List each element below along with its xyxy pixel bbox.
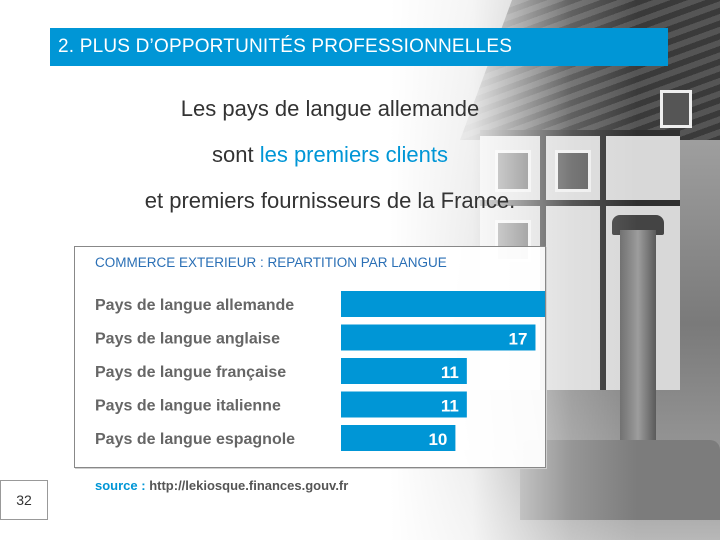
bar-value-label: 11 bbox=[441, 397, 459, 416]
headline-line-2: sont les premiers clients bbox=[0, 142, 690, 168]
bar-value-label: 11 bbox=[441, 363, 459, 382]
category-label: Pays de langue italienne bbox=[95, 398, 281, 415]
headline-line-1: Les pays de langue allemande bbox=[180, 96, 480, 121]
source-key: source : bbox=[95, 478, 146, 493]
category-label: Pays de langue française bbox=[95, 364, 286, 381]
category-label: Pays de langue allemande bbox=[95, 297, 294, 314]
chart-title: COMMERCE EXTERIEUR : REPARTITION PAR LAN… bbox=[95, 255, 447, 270]
bar bbox=[341, 358, 467, 384]
headline-line-3: et premiers fournisseurs de la France. bbox=[144, 188, 516, 213]
bar bbox=[341, 291, 545, 317]
headline-line-2-prefix: sont bbox=[212, 142, 260, 167]
bar bbox=[341, 425, 456, 451]
section-title-bar: 2. PLUS D’OPPORTUNITÉS PROFESSIONNELLES bbox=[50, 28, 668, 66]
bar bbox=[341, 324, 536, 351]
bar-value-label: 10 bbox=[428, 430, 447, 449]
bars-layer: Pays de langue allemande25Pays de langue… bbox=[95, 291, 545, 451]
chart-panel: Pays de langue allemande25Pays de langue… bbox=[74, 246, 546, 468]
category-label: Pays de langue espagnole bbox=[95, 431, 295, 448]
bar-chart: Pays de langue allemande25Pays de langue… bbox=[95, 291, 545, 451]
bar bbox=[341, 391, 467, 418]
section-title: 2. PLUS D’OPPORTUNITÉS PROFESSIONNELLES bbox=[58, 36, 513, 57]
bar-value-label: 17 bbox=[509, 330, 528, 349]
page-number: 32 bbox=[0, 480, 48, 520]
category-label: Pays de langue anglaise bbox=[95, 331, 280, 348]
source-url: http://lekiosque.finances.gouv.fr bbox=[149, 478, 349, 493]
headline-line-2-highlight: les premiers clients bbox=[259, 142, 448, 167]
source-line: source : http://lekiosque.finances.gouv.… bbox=[95, 478, 348, 493]
